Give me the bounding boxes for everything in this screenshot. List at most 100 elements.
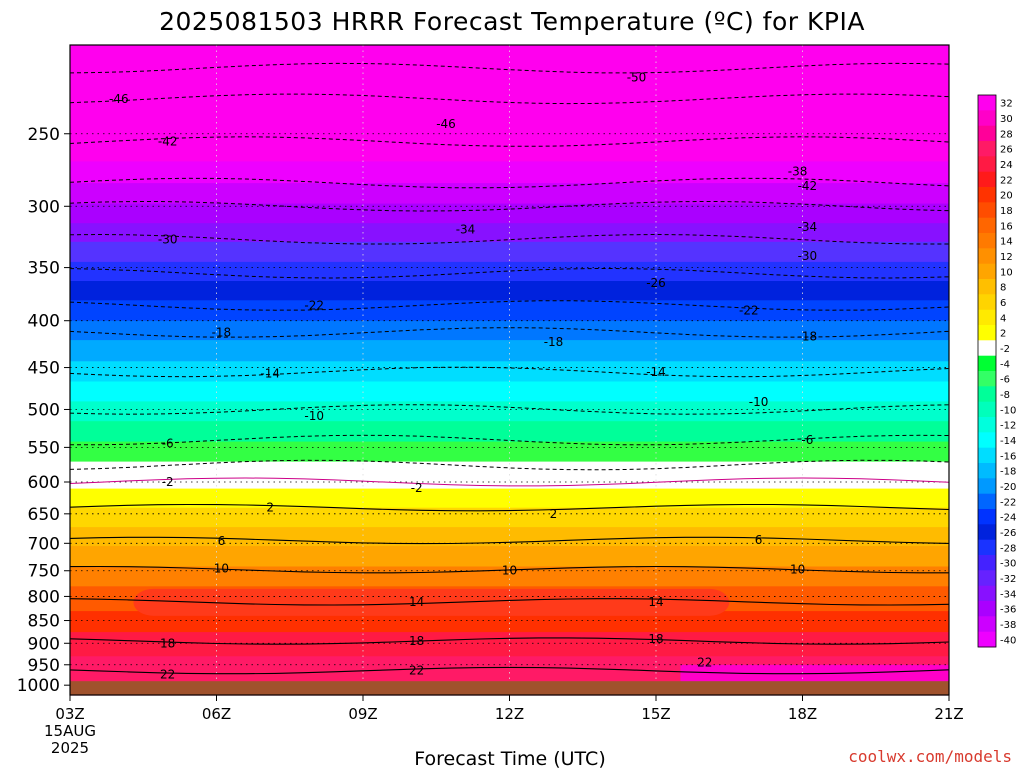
contour-label: -34 [456,223,476,237]
contour-label: -14 [646,365,666,379]
contour-label: -46 [109,92,129,106]
colorbar-tick-label: -28 [1000,543,1016,554]
contour-lines [69,62,950,675]
colorbar-swatch [978,279,996,295]
colorbar-tick-label: -18 [1000,467,1016,478]
contour-label: 18 [648,632,663,646]
contour-label: -6 [801,433,813,447]
contour-label: 6 [755,533,763,547]
contour-label: 10 [214,562,229,576]
contour-label-text: 18 [409,634,424,648]
contour-label-text: -22 [739,304,759,318]
contour-label: 22 [409,664,424,678]
y-tick-label: 350 [28,259,60,279]
colorbar-swatch [978,217,996,234]
contour-label-text: -22 [304,299,324,313]
x-date-day: 15AUG [44,722,96,740]
contour-label: -22 [739,304,759,318]
colorbar-swatch [978,447,996,464]
colorbar-swatch [978,631,996,648]
colorbar-swatch [978,555,996,571]
colorbar-tick-label: -2 [1000,344,1010,355]
contour-label: -18 [212,326,232,340]
colorbar-swatch [978,432,996,448]
contour-label-text: -26 [646,276,666,290]
x-tick-label: 21Z [934,705,963,723]
y-tick-label: 450 [28,359,60,379]
contour-label: -34 [798,220,818,234]
contour-label: 14 [409,595,424,609]
y-tick-label: 800 [28,587,60,607]
temperature-band [70,527,949,547]
contour-label: 2 [550,507,558,521]
x-axis: 03Z 06Z 09Z 12Z 15Z 18Z 21Z [55,695,964,723]
x-tick-label: 06Z [202,705,231,723]
colorbar-tick-label: -40 [1000,635,1016,646]
y-tick-label: 900 [28,634,60,654]
colorbar-tick-label: 32 [1000,99,1013,110]
colorbar-tick-label: 16 [1000,221,1013,232]
x-date-year: 2025 [51,739,89,757]
y-tick-label: 600 [28,473,60,493]
contour-label-text: -10 [749,395,769,409]
temperature-band [70,441,949,463]
colorbar-tick-label: -14 [1000,436,1016,447]
contour-label-text: -2 [162,475,174,489]
contour-line-warm [69,565,949,574]
colorbar-tick-label: -36 [1000,605,1016,616]
colorbar-tick-label: 4 [1000,313,1006,324]
y-tick-label: 950 [28,656,60,676]
contour-label-text: -46 [109,92,129,106]
colorbar-swatch [978,125,996,142]
contour-label: -42 [798,179,818,193]
chart-title: 2025081503 HRRR Forecast Temperature (ºC… [159,7,865,36]
contour-label-text: 18 [160,636,175,650]
colorbar-tick-label: 18 [1000,206,1013,217]
contour-line-warm [69,666,950,675]
temperature-band [70,421,949,443]
colorbar-tick-label: -12 [1000,421,1016,432]
colorbar-tick-label: 2 [1000,329,1006,340]
contour-label: -26 [646,276,666,290]
contour-label: 10 [790,563,805,577]
contour-label: -2 [411,481,423,495]
y-tick-label: 750 [28,562,60,582]
x-tick-label: 09Z [348,705,377,723]
contour-label-text: 2 [266,501,274,515]
ground-fill [70,681,949,695]
temperature-band [70,401,949,422]
contour-label-text: 18 [648,632,663,646]
contour-label-text: -2 [411,481,423,495]
contour-line-zero [69,477,950,487]
contour-label-text: -42 [798,179,818,193]
colorbar-swatch [978,509,996,525]
colorbar-tick-label: -4 [1000,359,1010,370]
temperature-band [70,45,949,162]
y-tick-label: 550 [28,438,60,458]
contour-label: -14 [260,367,280,381]
colorbar-tick-label: -34 [1000,589,1016,600]
contour-label: 18 [409,634,424,648]
colorbar-swatch [978,248,996,264]
contour-label: 14 [648,595,663,609]
contour-label-text: 2 [550,507,558,521]
colorbar-swatch [978,585,996,602]
warm-patch [133,588,730,616]
contour-label-text: -6 [162,437,174,451]
colorbar-tick-label: -6 [1000,375,1010,386]
colorbar: 32 30 28 26 24 22 20 18 16 14 12 10 8 6 4 2 -2 -4 -6 -8 -10 -… [977,94,1016,648]
colorbar-swatch [978,95,996,111]
colorbar-swatch [978,401,996,418]
y-tick-label: 700 [28,534,60,554]
contour-line-warm [69,536,950,545]
contour-label-text: 10 [214,562,229,576]
y-tick-label: 400 [28,312,60,332]
colorbar-swatch [978,171,996,188]
contour-label: -10 [749,395,769,409]
contour-label-text: -34 [798,220,818,234]
contour-label-text: -18 [544,335,564,349]
temperature-field [70,45,949,696]
temperature-band [70,507,949,528]
colorbar-tick-label: -20 [1000,482,1016,493]
colorbar-swatch [978,417,996,433]
